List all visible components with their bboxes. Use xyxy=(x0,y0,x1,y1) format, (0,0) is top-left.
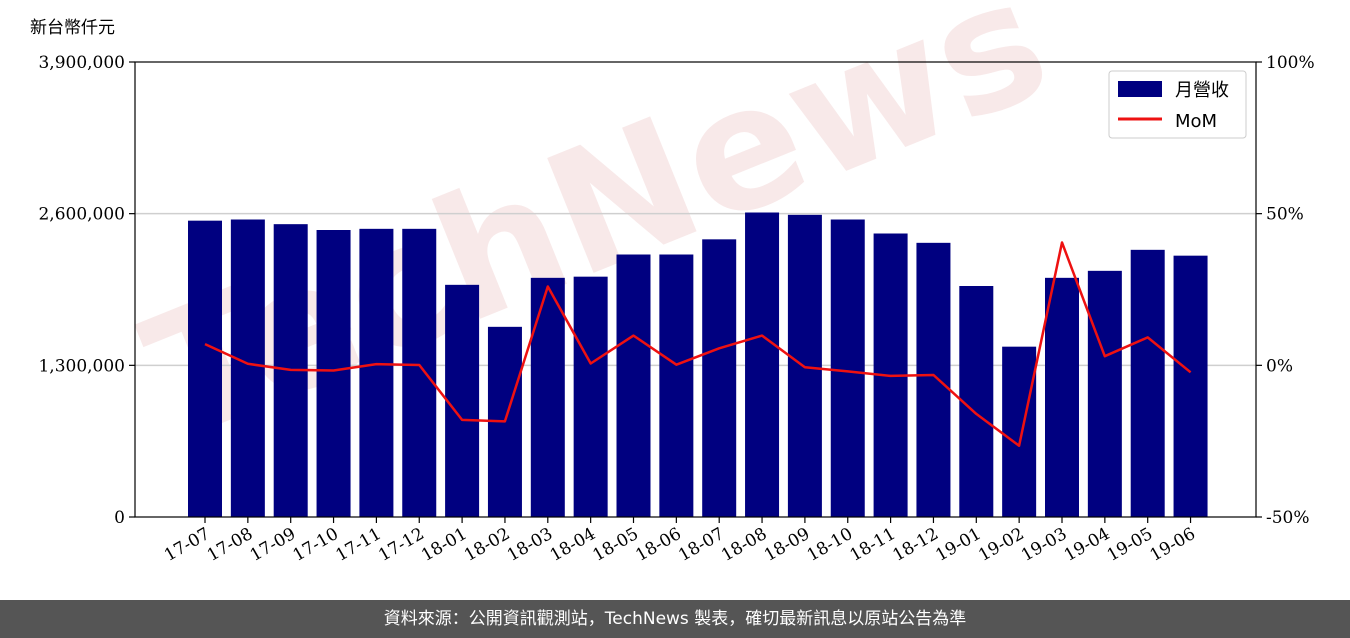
x-tick-label: 17-08 xyxy=(204,524,256,566)
left-tick-label: 1,300,000 xyxy=(38,356,125,376)
bar xyxy=(573,276,608,517)
x-tick-label: 19-02 xyxy=(975,524,1027,566)
x-tick-label: 17-07 xyxy=(161,524,213,566)
x-tick-label: 18-06 xyxy=(632,524,684,566)
right-tick-label: 100% xyxy=(1266,53,1315,73)
bar xyxy=(230,219,265,517)
bar xyxy=(1002,346,1037,517)
x-tick-label: 18-05 xyxy=(590,524,642,566)
legend-bar-swatch xyxy=(1118,81,1162,97)
x-tick-label: 17-09 xyxy=(247,524,299,566)
right-axis: -50% 0% 50% 100% xyxy=(1256,53,1315,528)
x-tick-label: 18-02 xyxy=(461,524,513,566)
x-tick-label: 18-11 xyxy=(847,524,899,566)
x-tick-label: 17-10 xyxy=(290,524,342,566)
legend-label-revenue: 月營收 xyxy=(1175,80,1229,101)
bar xyxy=(445,284,480,517)
x-tick-label: 18-08 xyxy=(718,524,770,566)
mom-line xyxy=(204,241,1192,447)
x-tick-label: 19-04 xyxy=(1061,524,1113,566)
legend: 月營收 MoM xyxy=(1108,70,1247,139)
right-tick-label: -50% xyxy=(1266,508,1310,528)
bar xyxy=(1130,249,1165,518)
bar xyxy=(659,254,694,517)
y-unit-label: 新台幣仟元 xyxy=(30,18,115,38)
x-tick-label: 17-11 xyxy=(332,524,384,566)
bar xyxy=(1045,277,1079,517)
right-tick-label: 50% xyxy=(1266,205,1304,225)
x-tick-label: 18-09 xyxy=(761,524,813,566)
x-tick-label: 18-03 xyxy=(504,524,556,566)
x-tick-label: 18-01 xyxy=(418,524,470,566)
x-axis: 17-0717-0817-0917-1017-1117-1218-0118-02… xyxy=(161,517,1199,566)
bar xyxy=(830,219,865,517)
x-tick-label: 18-07 xyxy=(675,524,727,566)
bar xyxy=(188,220,222,517)
left-tick-label: 2,600,000 xyxy=(38,205,125,225)
plot-frame xyxy=(134,61,1257,518)
bar xyxy=(745,212,780,517)
x-tick-label: 19-05 xyxy=(1104,524,1156,566)
left-axis: 0 1,300,000 2,600,000 3,900,000 xyxy=(38,53,135,528)
bar xyxy=(916,242,951,518)
right-tick-label: 0% xyxy=(1266,356,1293,376)
chart: TechNews 新台幣仟元 01,300,0002,600,0003,900,… xyxy=(30,0,1315,566)
bar xyxy=(530,277,565,517)
bar xyxy=(1173,255,1208,517)
left-tick-label: 3,900,000 xyxy=(38,53,125,73)
bar xyxy=(616,254,651,517)
bar xyxy=(316,230,351,517)
x-tick-label: 19-03 xyxy=(1018,524,1070,566)
x-tick-label: 18-04 xyxy=(547,524,599,566)
x-tick-label: 17-12 xyxy=(375,524,427,566)
bar xyxy=(959,286,994,517)
x-tick-label: 18-12 xyxy=(890,524,942,566)
line-series xyxy=(204,241,1192,447)
footer-source-note: 資料來源：公開資訊觀測站，TechNews 製表，確切最新訊息以原站公告為準 xyxy=(0,600,1350,638)
bar xyxy=(402,228,437,518)
bar xyxy=(1087,270,1122,517)
legend-label-mom: MoM xyxy=(1175,111,1217,132)
bar xyxy=(702,239,737,518)
x-tick-label: 19-06 xyxy=(1147,524,1199,566)
x-tick-label: 18-10 xyxy=(804,524,856,566)
left-tick-label: 0 xyxy=(114,508,125,528)
x-tick-label: 19-01 xyxy=(932,524,984,566)
bar xyxy=(359,228,394,518)
